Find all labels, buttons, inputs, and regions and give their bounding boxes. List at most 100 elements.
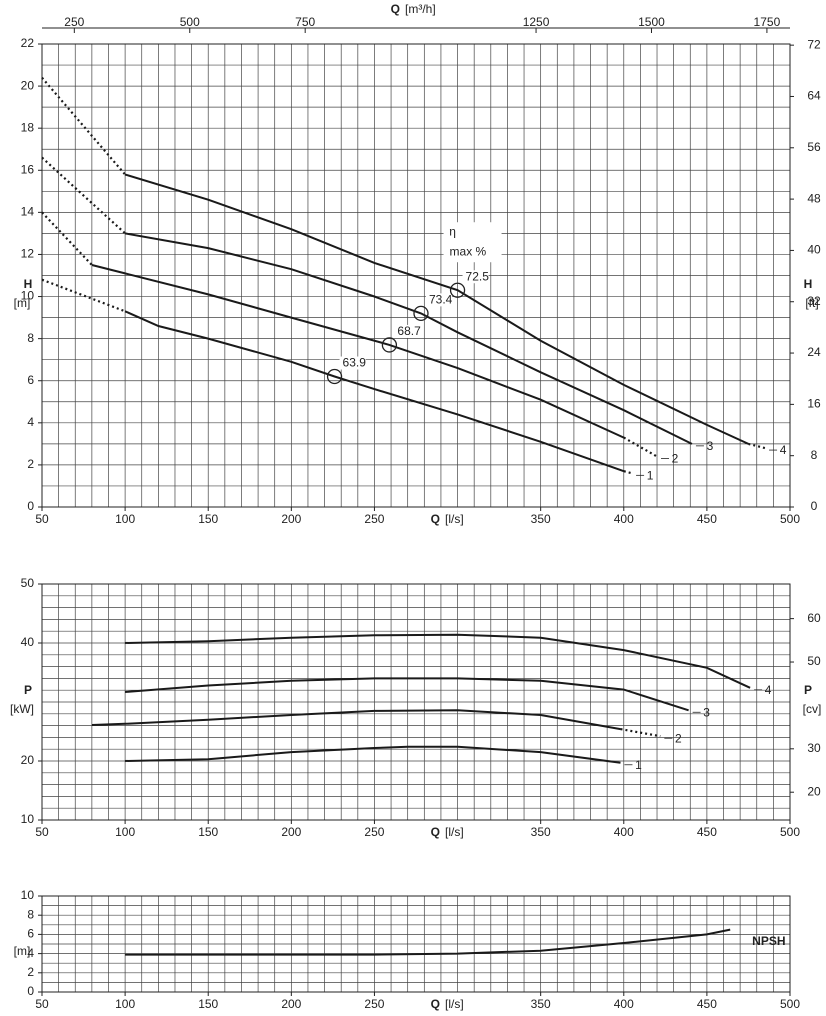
efficiency-point <box>326 368 343 385</box>
x-tick-label: 350 <box>531 512 551 526</box>
y-tick-label: 4 <box>27 415 34 429</box>
y-tick-label: 18 <box>21 120 35 134</box>
y-tick-label: 10 <box>21 812 35 826</box>
y-tick-label: 0 <box>27 984 34 998</box>
x-tick-label: 100 <box>115 997 135 1011</box>
x2-axis-label: Q <box>391 2 400 16</box>
x2-tick-label: 1500 <box>638 15 665 29</box>
x-tick-label: 200 <box>281 997 301 1011</box>
x-tick-label: 50 <box>35 512 49 526</box>
series-label: 2 <box>672 452 679 466</box>
x-tick-label: 500 <box>780 825 800 839</box>
y2-axis-label: P <box>804 683 812 697</box>
x-tick-label: 200 <box>281 825 301 839</box>
x-tick-label: 100 <box>115 825 135 839</box>
y2-tick-label: 30 <box>807 741 821 755</box>
y2-tick-label: 60 <box>807 611 821 625</box>
series-label: 3 <box>707 439 714 453</box>
y2-tick-label: 20 <box>807 784 821 798</box>
curve-dotted <box>623 470 633 475</box>
y2-axis-label: H <box>804 277 813 291</box>
x2-tick-label: 1250 <box>523 15 550 29</box>
x-tick-label: 450 <box>697 997 717 1011</box>
x-tick-label: 400 <box>614 512 634 526</box>
series-label: 2 <box>675 731 682 745</box>
x-tick-label: 250 <box>364 997 384 1011</box>
label-bg <box>394 324 421 338</box>
y-tick-label: 22 <box>21 36 35 50</box>
y-tick-label: 40 <box>21 635 35 649</box>
y-tick-label: 2 <box>27 965 34 979</box>
x2-tick-label: 250 <box>64 15 84 29</box>
y2-tick-label: 64 <box>807 89 821 103</box>
x-tick-label: 50 <box>35 825 49 839</box>
x-axis-label: Q <box>431 825 440 839</box>
plot-frame <box>41 43 791 508</box>
y2-tick-label: 24 <box>807 345 821 359</box>
y-axis-unit: [m] <box>14 296 31 310</box>
y2-tick-label: 56 <box>807 140 821 154</box>
x-tick-label: 350 <box>531 825 551 839</box>
x-tick-label: 500 <box>780 512 800 526</box>
x-tick-label: 50 <box>35 997 49 1011</box>
efficiency-point <box>413 305 429 322</box>
x-axis-label: Q <box>431 512 440 526</box>
y-axis-label: P <box>24 683 32 697</box>
curve <box>125 677 689 712</box>
y2-tick-label: 72 <box>807 37 821 51</box>
y-tick-label: 6 <box>27 373 34 387</box>
y-tick-label: 0 <box>27 499 34 513</box>
x-tick-label: 150 <box>198 512 218 526</box>
plot-frame <box>41 895 791 993</box>
y-tick-label: 8 <box>27 907 34 921</box>
efficiency-label: 68.7 <box>397 324 421 338</box>
curve <box>125 928 731 956</box>
series-label: 4 <box>765 683 772 697</box>
x-tick-label: 100 <box>115 512 135 526</box>
y2-axis-unit: [cv] <box>803 702 822 716</box>
y2-tick-label: 48 <box>807 191 821 205</box>
y-axis-unit: [kW] <box>10 702 34 716</box>
curve-dotted <box>41 278 126 313</box>
x-tick-label: 350 <box>531 997 551 1011</box>
curve-dotted <box>623 436 658 458</box>
series-label: NPSH <box>752 934 785 948</box>
label-bg <box>443 222 502 263</box>
x-tick-label: 400 <box>614 825 634 839</box>
curve <box>124 232 693 445</box>
efficiency-point <box>381 337 398 353</box>
curve <box>91 264 625 439</box>
y2-axis-unit: [ft] <box>805 296 818 310</box>
series-label: 4 <box>780 443 787 457</box>
x-tick-label: 250 <box>364 825 384 839</box>
x-tick-label: 400 <box>614 997 634 1011</box>
label-bg <box>425 293 452 307</box>
y2-tick-label: 8 <box>811 448 818 462</box>
curve <box>91 709 621 731</box>
efficiency-label: 63.9 <box>343 356 367 370</box>
x-axis-unit: [l/s] <box>445 997 464 1011</box>
curve <box>124 310 625 473</box>
series-label: 3 <box>703 705 710 719</box>
curve-dotted <box>620 728 661 738</box>
x2-tick-label: 750 <box>295 15 315 29</box>
y-tick-label: 8 <box>27 331 34 345</box>
y-axis-label: H <box>24 277 33 291</box>
x-tick-label: 200 <box>281 512 301 526</box>
x-tick-label: 250 <box>364 512 384 526</box>
y2-tick-label: 40 <box>807 243 821 257</box>
plot-frame <box>41 583 791 821</box>
x-tick-label: 150 <box>198 825 218 839</box>
efficiency-label: 72.5 <box>466 269 490 283</box>
series-label: 1 <box>635 758 642 772</box>
curve <box>124 173 749 445</box>
y-tick-label: 20 <box>21 753 35 767</box>
y2-tick-label: 0 <box>811 499 818 513</box>
curve-dotted <box>41 211 93 266</box>
x-tick-label: 500 <box>780 997 800 1011</box>
y-tick-label: 14 <box>21 205 35 219</box>
y2-tick-label: 50 <box>807 654 821 668</box>
y-tick-label: 10 <box>21 289 35 303</box>
y-axis-unit: [m] <box>14 944 31 958</box>
